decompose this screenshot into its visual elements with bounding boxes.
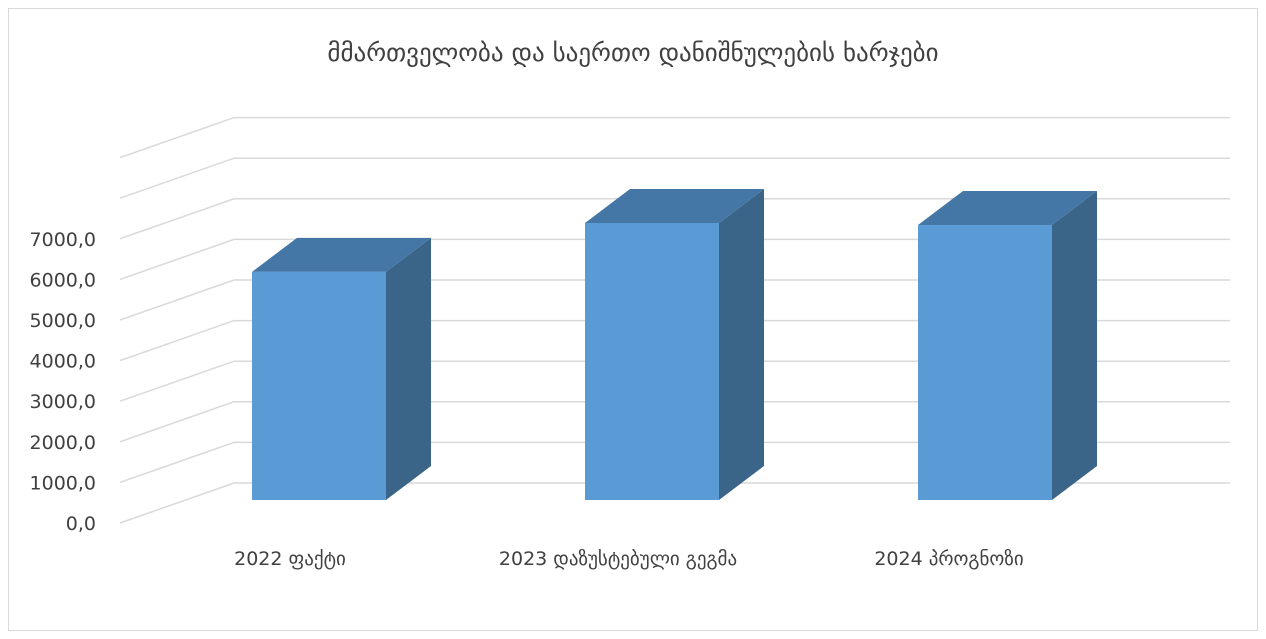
gridline-4 [119, 319, 1230, 362]
bar-front [585, 223, 719, 500]
bar-top [252, 237, 431, 272]
y-tick-label: 3000,0 [30, 391, 96, 413]
gridline-3 [119, 360, 1230, 402]
bar-0 [252, 237, 431, 500]
y-tick-label: 4000,0 [30, 351, 96, 373]
y-tick-label: 7000,0 [30, 229, 96, 251]
gridline-2 [119, 401, 1230, 443]
gridline-0 [119, 482, 1230, 524]
y-axis-ticks: 0,0 1000,0 2000,0 3000,0 4000,0 5000,0 6000,0 7… [30, 229, 96, 535]
bar-side [1052, 191, 1097, 501]
bar-front [252, 271, 386, 500]
bar-top [585, 189, 764, 223]
bar-side [386, 237, 431, 500]
category-label: 2024 პროგნოზი [874, 548, 1023, 570]
gridline-7 [119, 198, 1230, 240]
bars [252, 189, 1097, 501]
gridline-1 [119, 441, 1230, 484]
y-tick-label: 5000,0 [30, 310, 96, 332]
gridline-5 [119, 279, 1230, 321]
gridline-9 [119, 116, 1230, 159]
gridline-6 [119, 238, 1230, 281]
category-label: 2022 ფაქტი [234, 548, 346, 570]
bar-top [918, 191, 1097, 226]
y-tick-label: 6000,0 [30, 269, 96, 291]
category-label: 2023 დაზუსტებული გეგმა [499, 548, 737, 570]
gridlines [119, 116, 1230, 524]
x-axis-categories: 2022 ფაქტი 2023 დაზუსტებული გეგმა 2024 პრო… [234, 548, 1024, 570]
y-tick-label: 2000,0 [30, 432, 96, 454]
chart-title: მმართველობა და საერთო დანიშნულების ხარჯე… [327, 38, 938, 67]
bar-2 [918, 191, 1097, 501]
y-tick-label: 1000,0 [30, 472, 96, 494]
bar-side [719, 189, 764, 500]
bar-front [918, 225, 1052, 501]
bar-1 [585, 189, 764, 500]
y-tick-label: 0,0 [66, 513, 96, 535]
gridline-8 [119, 157, 1230, 199]
